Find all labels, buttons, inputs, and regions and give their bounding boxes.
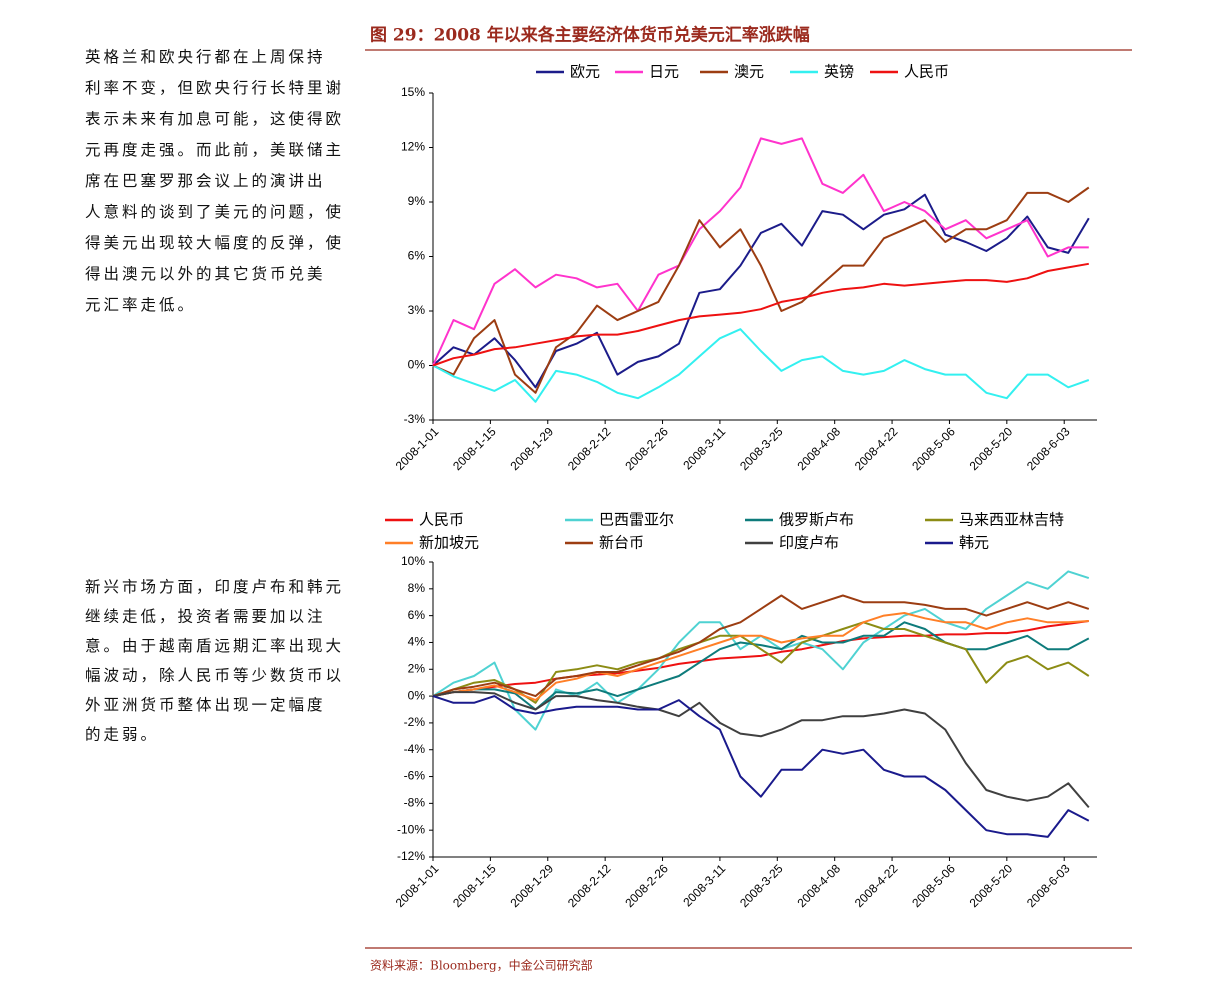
paragraph-line: 外亚洲货币整体出现一定幅度 [85,696,326,714]
legend-entry: 巴西雷亚尔 [599,511,674,529]
x-tick-label: 2008-4-22 [852,861,901,910]
x-tick-label: 2008-1-01 [393,424,442,473]
paragraph-line: 幅波动，除人民币等少数货币以 [85,667,344,685]
y-tick-label: -2% [404,715,426,729]
x-tick-label: 2008-1-29 [508,861,557,910]
series-line [432,621,1090,704]
paragraph-line: 新兴市场方面，印度卢布和韩元 [85,578,344,596]
y-tick-label: 0% [408,358,426,372]
source: 资料来源：Bloomberg，中金公司研究部 [370,958,593,973]
x-tick-label: 2008-3-11 [680,424,728,472]
y-tick-label: 2% [408,661,426,675]
paragraph-line: 元汇率走低。 [85,296,196,314]
x-tick-label: 2008-1-15 [450,861,499,910]
x-tick-label: 2008-4-08 [794,861,843,910]
x-tick-label: 2008-6-03 [1024,861,1073,910]
y-tick-label: 6% [408,249,426,263]
paragraph-line: 人意料的谈到了美元的问题，使 [85,202,344,221]
y-tick-label: -4% [404,742,426,756]
x-tick-label: 2008-1-15 [450,424,499,473]
legend-entry: 印度卢布 [779,534,839,552]
x-tick-label: 2008-1-01 [393,861,442,910]
legend-entry: 新台币 [599,534,644,552]
y-tick-label: 8% [408,581,426,595]
series-line [432,620,1089,698]
legend-entry: 英镑 [824,63,854,81]
x-tick-label: 2008-6-03 [1024,424,1073,473]
x-tick-label: 2008-3-11 [680,861,728,909]
series-line [432,193,1090,389]
y-tick-label: 4% [408,635,426,649]
x-tick-label: 2008-2-12 [565,861,614,910]
legend-entry: 人民币 [904,63,949,81]
series-line [432,594,1090,698]
y-tick-label: 0% [408,688,426,702]
paragraph-line: 英格兰和欧央行都在上周保持 [85,48,326,66]
y-tick-label: -6% [404,769,426,783]
series-line [432,612,1089,702]
x-tick-label: 2008-4-08 [794,424,843,473]
paragraph-line: 得出澳元以外的其它货币兑美 [85,265,326,283]
paragraph-line: 元再度走强。而此前，美联储主 [85,141,344,159]
y-tick-label: 10% [401,554,425,568]
legend-entry: 马来西亚林吉特 [959,511,1064,529]
x-tick-label: 2008-5-06 [909,861,958,910]
y-tick-label: 12% [401,140,425,154]
y-tick-label: 15% [401,85,425,99]
x-tick-label: 2008-1-29 [508,424,557,473]
paragraph-line: 表示未来有加息可能，这使得欧 [85,110,344,128]
paragraph-line: 得美元出现较大幅度的反弹，使 [85,234,344,252]
y-tick-label: -10% [397,822,425,836]
legend-entry: 澳元 [734,63,764,81]
series-line [432,328,1090,403]
y-tick-label: -12% [397,849,425,863]
legend-entry: 新加坡元 [419,534,479,552]
paragraph-line: 利率不变，但欧央行行长特里谢 [85,79,344,97]
legend-entry: 俄罗斯卢布 [779,511,854,529]
y-tick-label: 9% [408,194,426,208]
legend-entry: 韩元 [959,534,989,552]
figure-title: 图 29：2008 年以来各主要经济体货币兑美元汇率涨跌幅 [370,25,810,46]
series-line [432,621,1090,711]
y-tick-label: 6% [408,608,426,622]
series-line [432,691,1090,809]
series-line [432,137,1089,366]
x-tick-label: 2008-3-25 [737,424,786,473]
legend-entry: 日元 [649,63,679,81]
series-line [432,186,1090,394]
y-tick-label: -3% [404,412,426,426]
y-tick-label: -8% [404,796,426,810]
paragraph-line: 继续走低，投资者需要加以注 [85,608,326,626]
series-line [432,695,1090,838]
x-tick-label: 2008-2-12 [565,424,614,473]
series-line [432,262,1089,367]
paragraph-line: 的走弱。 [85,726,159,744]
x-tick-label: 2008-5-06 [909,424,958,473]
x-tick-label: 2008-5-20 [967,424,1016,473]
x-tick-label: 2008-5-20 [967,861,1016,910]
paragraph-line: 意。由于越南盾远期汇率出现大 [85,636,344,655]
x-tick-label: 2008-4-22 [852,424,901,473]
paragraph-line: 席在巴塞罗那会议上的演讲出 [85,172,326,190]
x-tick-label: 2008-3-25 [737,861,786,910]
legend-entry: 人民币 [419,511,464,529]
legend-entry: 欧元 [570,63,600,81]
x-tick-label: 2008-2-26 [622,424,671,473]
x-tick-label: 2008-2-26 [622,861,671,910]
y-tick-label: 3% [408,303,426,317]
